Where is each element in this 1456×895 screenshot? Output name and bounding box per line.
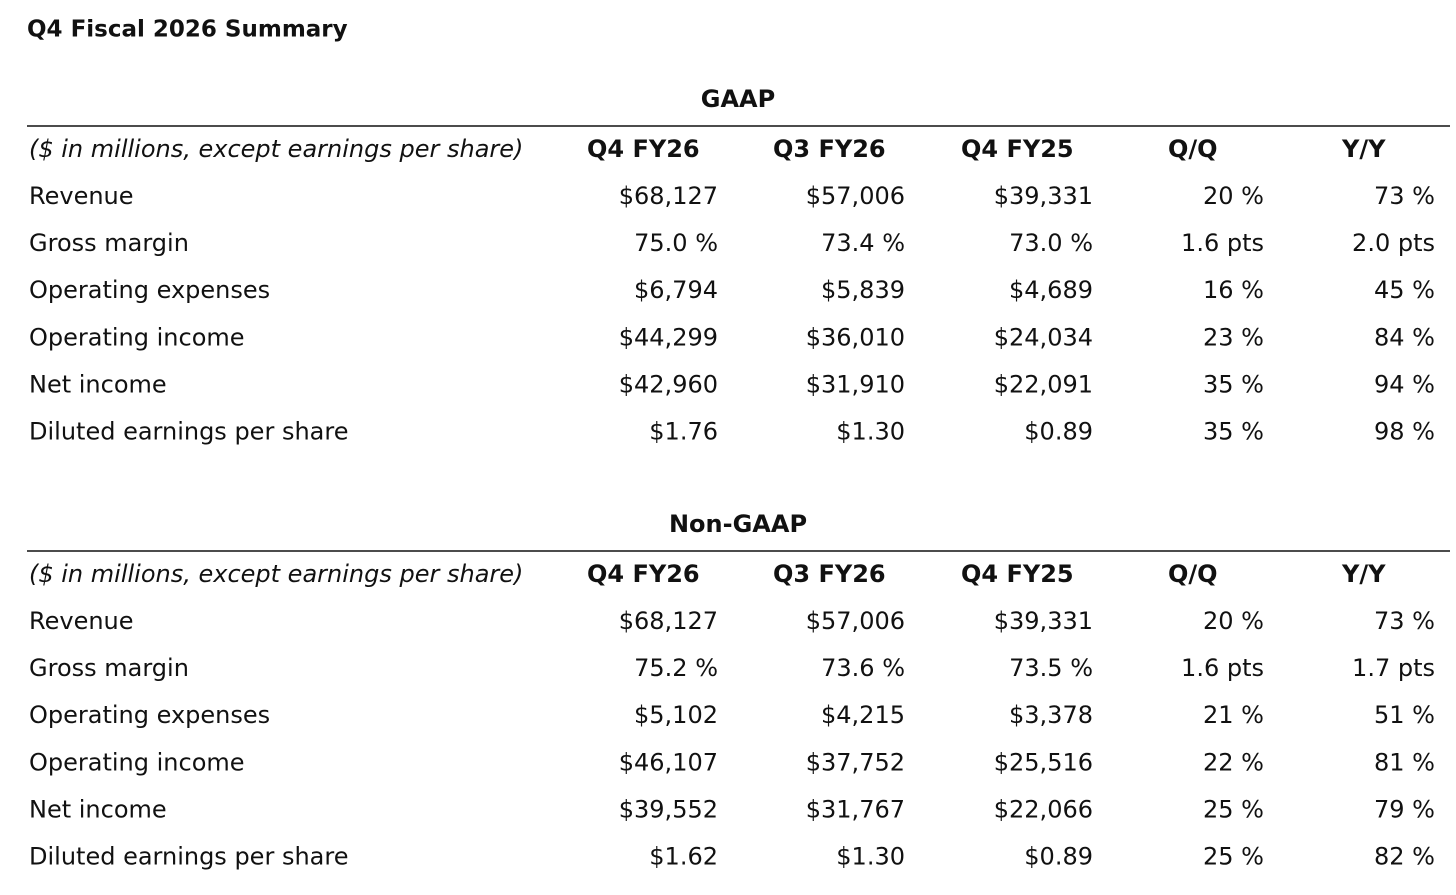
cell: $22,066 bbox=[994, 795, 1093, 823]
cell: $4,689 bbox=[1009, 276, 1093, 304]
cell: 22 % bbox=[1203, 748, 1264, 776]
cell: 23 % bbox=[1203, 323, 1264, 351]
row-label: Revenue bbox=[29, 607, 134, 635]
column-header: Q3 FY26 bbox=[773, 560, 886, 588]
row-label: Net income bbox=[29, 795, 167, 823]
cell: 1.6 pts bbox=[1181, 654, 1264, 682]
cell: $44,299 bbox=[619, 323, 718, 351]
cell: $0.89 bbox=[1024, 418, 1093, 446]
cell: 25 % bbox=[1203, 795, 1264, 823]
cell: 73.5 % bbox=[1009, 654, 1093, 682]
cell: $57,006 bbox=[806, 182, 905, 210]
cell: 20 % bbox=[1203, 607, 1264, 635]
cell: $5,839 bbox=[821, 276, 905, 304]
cell: 73.0 % bbox=[1009, 229, 1093, 257]
cell: $57,006 bbox=[806, 607, 905, 635]
cell: 73 % bbox=[1374, 182, 1435, 210]
cell: $5,102 bbox=[634, 701, 718, 729]
page-title: Q4 Fiscal 2026 Summary bbox=[27, 17, 348, 43]
cell: $31,767 bbox=[806, 795, 905, 823]
cell: 98 % bbox=[1374, 418, 1435, 446]
cell: $24,034 bbox=[994, 323, 1093, 351]
cell: $68,127 bbox=[619, 182, 718, 210]
row-label: Diluted earnings per share bbox=[29, 418, 348, 446]
cell: 82 % bbox=[1374, 843, 1435, 871]
cell: $1.76 bbox=[649, 418, 718, 446]
cell: 79 % bbox=[1374, 795, 1435, 823]
cell: 2.0 pts bbox=[1352, 229, 1435, 257]
row-label: Operating income bbox=[29, 323, 245, 351]
cell: $36,010 bbox=[806, 323, 905, 351]
cell: $42,960 bbox=[619, 370, 718, 398]
cell: $46,107 bbox=[619, 748, 718, 776]
cell: $6,794 bbox=[634, 276, 718, 304]
cell: $1.30 bbox=[836, 843, 905, 871]
cell: $1.30 bbox=[836, 418, 905, 446]
cell: 35 % bbox=[1203, 418, 1264, 446]
cell: $39,552 bbox=[619, 795, 718, 823]
cell: 25 % bbox=[1203, 843, 1264, 871]
column-header: Q4 FY25 bbox=[961, 135, 1074, 163]
cell: 21 % bbox=[1203, 701, 1264, 729]
cell: 1.7 pts bbox=[1352, 654, 1435, 682]
cell: $31,910 bbox=[806, 370, 905, 398]
column-header: Q4 FY26 bbox=[587, 135, 700, 163]
column-header: ($ in millions, except earnings per shar… bbox=[29, 560, 523, 588]
cell: $68,127 bbox=[619, 607, 718, 635]
row-label: Diluted earnings per share bbox=[29, 843, 348, 871]
cell: 35 % bbox=[1203, 370, 1264, 398]
cell: 81 % bbox=[1374, 748, 1435, 776]
row-label: Revenue bbox=[29, 182, 134, 210]
cell: 16 % bbox=[1203, 276, 1264, 304]
cell: 84 % bbox=[1374, 323, 1435, 351]
cell: $39,331 bbox=[994, 607, 1093, 635]
row-label: Net income bbox=[29, 370, 167, 398]
cell: 73 % bbox=[1374, 607, 1435, 635]
column-header: Q/Q bbox=[1168, 135, 1218, 163]
column-header: Y/Y bbox=[1341, 560, 1386, 588]
column-header: Q4 FY25 bbox=[961, 560, 1074, 588]
row-label: Operating income bbox=[29, 748, 245, 776]
column-header: Y/Y bbox=[1341, 135, 1386, 163]
cell: $1.62 bbox=[649, 843, 718, 871]
row-label: Gross margin bbox=[29, 654, 189, 682]
cell: 1.6 pts bbox=[1181, 229, 1264, 257]
cell: 73.4 % bbox=[821, 229, 905, 257]
row-label: Operating expenses bbox=[29, 276, 270, 304]
column-header: Q3 FY26 bbox=[773, 135, 886, 163]
cell: $25,516 bbox=[994, 748, 1093, 776]
cell: 45 % bbox=[1374, 276, 1435, 304]
cell: $0.89 bbox=[1024, 843, 1093, 871]
table-heading: GAAP bbox=[701, 85, 775, 113]
cell: 94 % bbox=[1374, 370, 1435, 398]
cell: 20 % bbox=[1203, 182, 1264, 210]
row-label: Gross margin bbox=[29, 229, 189, 257]
cell: $4,215 bbox=[821, 701, 905, 729]
column-header: ($ in millions, except earnings per shar… bbox=[29, 135, 523, 163]
cell: 73.6 % bbox=[821, 654, 905, 682]
cell: $39,331 bbox=[994, 182, 1093, 210]
row-label: Operating expenses bbox=[29, 701, 270, 729]
table-heading: Non-GAAP bbox=[669, 510, 807, 538]
column-header: Q4 FY26 bbox=[587, 560, 700, 588]
cell: $37,752 bbox=[806, 748, 905, 776]
cell: 75.2 % bbox=[634, 654, 718, 682]
cell: 75.0 % bbox=[634, 229, 718, 257]
cell: $22,091 bbox=[994, 370, 1093, 398]
cell: 51 % bbox=[1374, 701, 1435, 729]
cell: $3,378 bbox=[1009, 701, 1093, 729]
column-header: Q/Q bbox=[1168, 560, 1218, 588]
